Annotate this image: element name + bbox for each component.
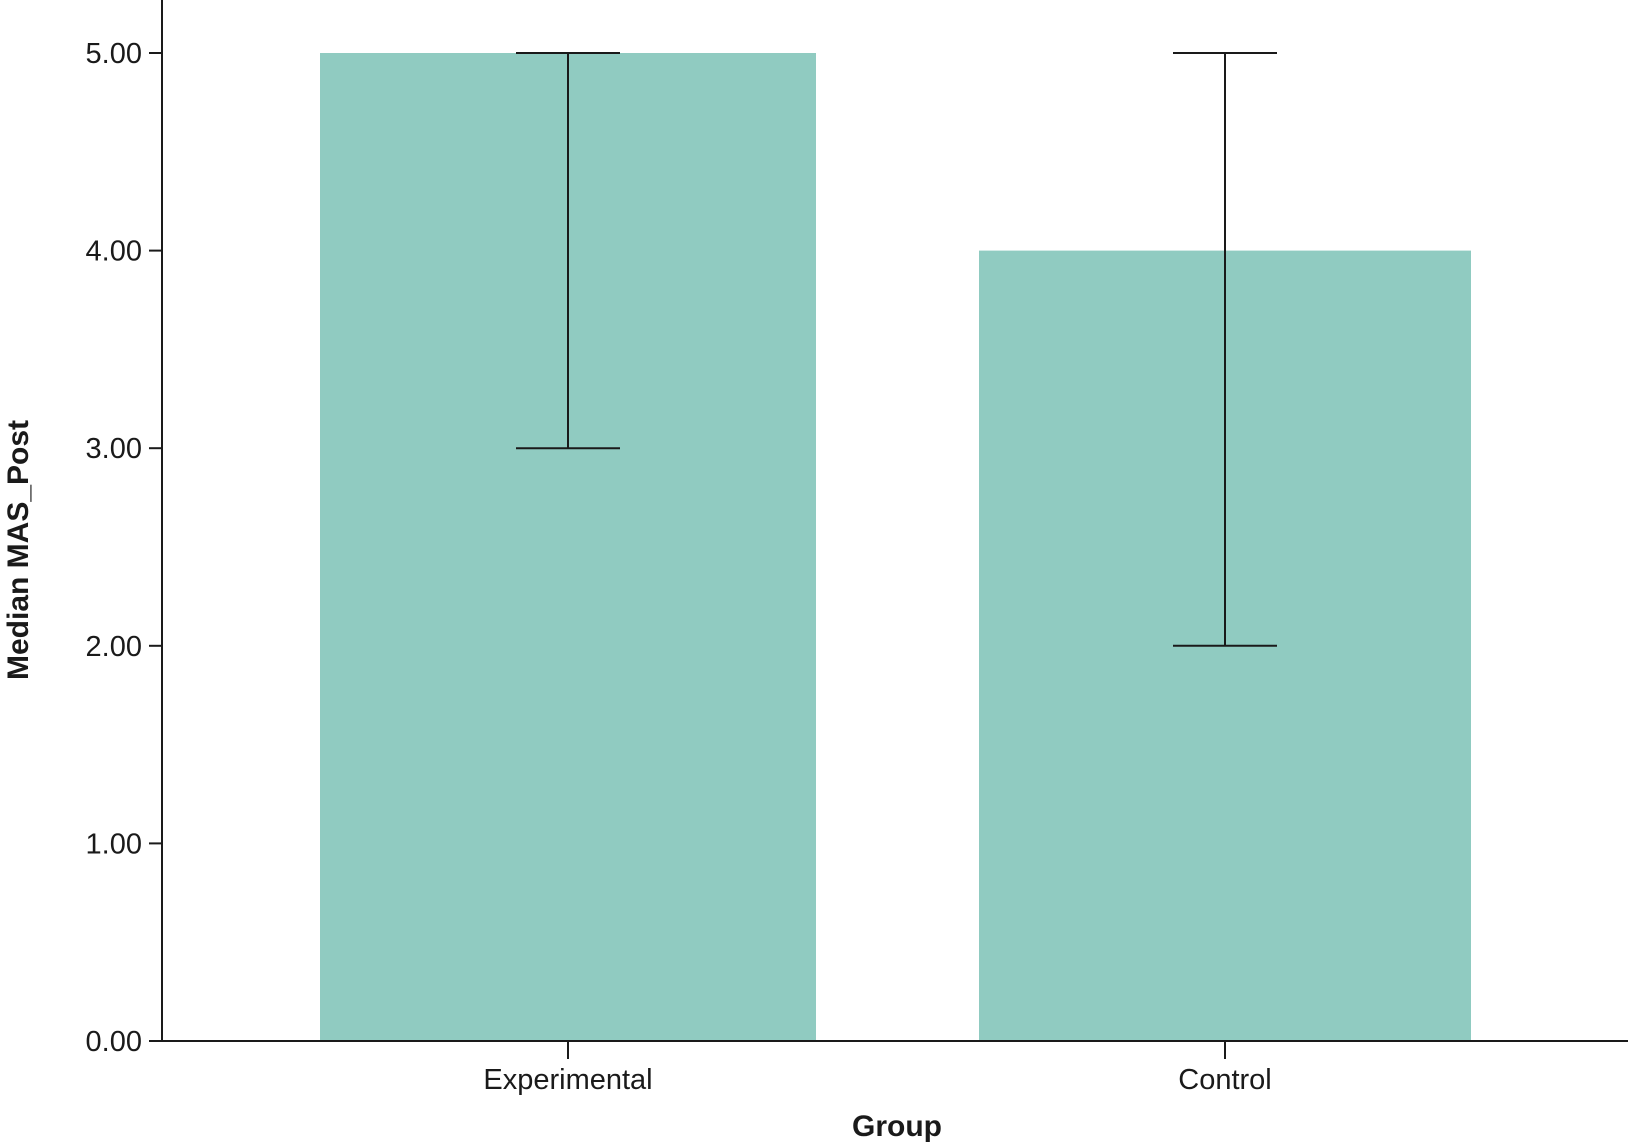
x-ticks-group: Experimental Control [483, 1041, 1272, 1096]
x-tick-label-control: Control [1178, 1064, 1272, 1096]
y-tick-label: 1.00 [86, 828, 142, 860]
y-tick-label: 2.00 [86, 631, 142, 663]
error-bar-experimental [516, 52, 620, 450]
y-tick-label: 3.00 [86, 433, 142, 465]
x-axis-title: Group [852, 1110, 942, 1143]
y-tick-label: 0.00 [86, 1026, 142, 1058]
y-ticks-group: 0.00 1.00 2.00 3.00 4.00 5.00 [86, 38, 162, 1058]
x-tick-label-experimental: Experimental [483, 1064, 652, 1096]
y-tick-label: 5.00 [86, 38, 142, 70]
y-tick-label: 4.00 [86, 236, 142, 268]
error-bars-group [516, 52, 1277, 647]
error-bar-control [1173, 52, 1277, 647]
y-axis-title: Median MAS_Post [2, 420, 35, 680]
bars-group [320, 53, 1471, 1042]
